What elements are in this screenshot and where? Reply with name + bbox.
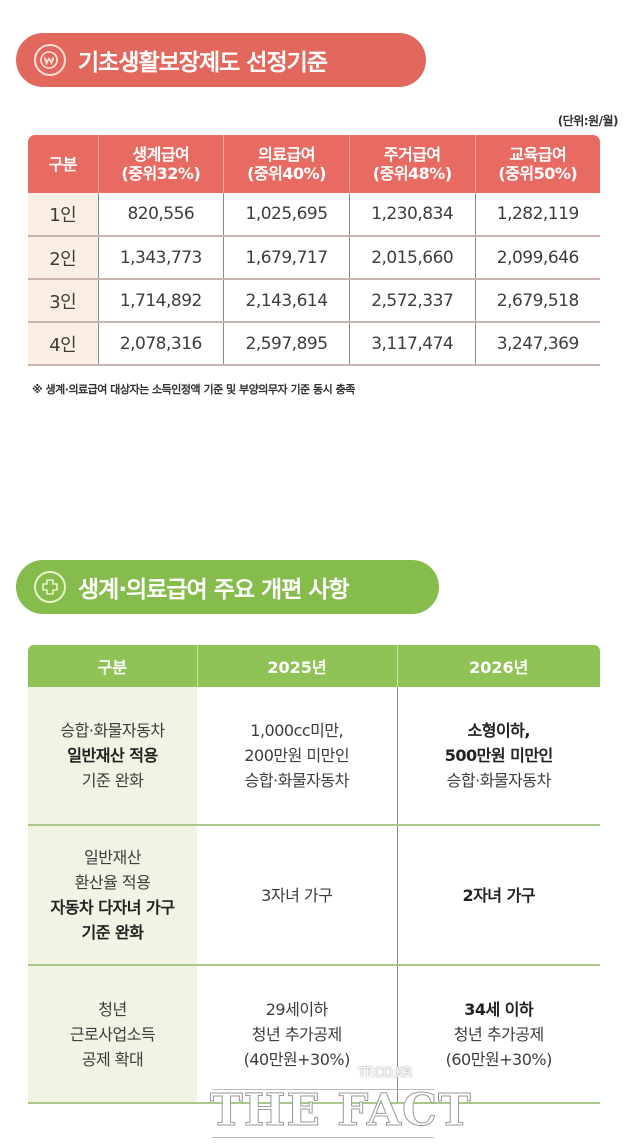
header-category: 구분 — [28, 135, 98, 193]
table-row: 1인 820,556 1,025,695 1,230,834 1,282,119 — [28, 193, 600, 237]
row-label: 2인 — [28, 236, 98, 280]
selection-criteria-table: 구분 생계급여 (중위32%) 의료급여 (중위40%) 주거급여 (중위48%) 교… — [28, 135, 600, 366]
watermark-domain: TF.CO.KR — [358, 1066, 412, 1081]
table-cell: 2,143,614 — [223, 279, 350, 323]
header-living-benefit: 생계급여 (중위32%) — [97, 135, 224, 193]
row-label: 3인 — [28, 279, 98, 323]
row-category: 승합·화물자동차 일반재산 적용 기준 완화 — [28, 687, 197, 826]
table-cell: 1,282,119 — [474, 193, 600, 237]
watermark-rule-bottom — [212, 1137, 434, 1138]
table-cell: 2,572,337 — [348, 279, 476, 323]
table-cell: 1,679,717 — [223, 236, 350, 280]
table-row: 2인 1,343,773 1,679,717 2,015,660 2,099,6… — [28, 236, 600, 280]
table-cell: 2,015,660 — [348, 236, 476, 280]
table-row: 일반재산 환산율 적용 자동차 다자녀 가구 기준 완화 3자녀 가구 2자녀 … — [28, 825, 600, 966]
table-header-row: 구분 생계급여 (중위32%) 의료급여 (중위40%) 주거급여 (중위48%) 교… — [28, 135, 600, 193]
row-label: 4인 — [28, 322, 98, 366]
table-cell: 2,597,895 — [223, 322, 350, 366]
table-cell: 3,247,369 — [474, 322, 600, 366]
table-row: 3인 1,714,892 2,143,614 2,572,337 2,679,5… — [28, 279, 600, 323]
cell-2026: 소형이하, 500만원 미만인 승합·화물자동차 — [396, 687, 600, 826]
row-category: 일반재산 환산율 적용 자동차 다자녀 가구 기준 완화 — [28, 825, 197, 966]
watermark-rule-top — [212, 1089, 434, 1090]
table-row: 승합·화물자동차 일반재산 적용 기준 완화 1,000cc미만, 200만원 … — [28, 687, 600, 826]
header-medical-benefit: 의료급여 (중위40%) — [223, 135, 350, 193]
table-header-row: 구분 2025년 2026년 — [28, 645, 600, 687]
reform-table: 구분 2025년 2026년 승합·화물자동차 일반재산 적용 기준 완화 1,… — [28, 645, 600, 1104]
table-cell: 1,025,695 — [223, 193, 350, 237]
cell-2026: 2자녀 가구 — [396, 825, 600, 966]
section1-title: 기초생활보장제도 선정기준 — [78, 50, 328, 76]
watermark-brand: THE FACT — [210, 1085, 472, 1137]
cell-2025: 29세이하 청년 추가공제 (40만원+30%) — [197, 965, 397, 1104]
section2-title: 생계·의료급여 주요 개편 사항 — [78, 577, 350, 603]
section1-title-pill: 기초생활보장제도 선정기준 — [16, 33, 426, 87]
table-row: 청년 근로사업소득 공제 확대 29세이하 청년 추가공제 (40만원+30%)… — [28, 965, 600, 1104]
cell-2025: 1,000cc미만, 200만원 미만인 승합·화물자동차 — [197, 687, 397, 826]
row-label: 1인 — [28, 193, 98, 237]
cell-2026: 34세 이하 청년 추가공제 (60만원+30%) — [396, 965, 600, 1104]
table-cell: 1,230,834 — [348, 193, 476, 237]
table-cell: 1,714,892 — [97, 279, 224, 323]
footnote: ※ 생계·의료급여 대상자는 소득인정액 기준 및 부양의무자 기준 동시 충족 — [32, 383, 355, 396]
table-cell: 820,556 — [97, 193, 224, 237]
header-2025: 2025년 — [196, 645, 397, 687]
plus-circle-icon — [34, 571, 66, 603]
table-cell: 2,099,646 — [474, 236, 600, 280]
header-category: 구분 — [28, 645, 197, 687]
section2-title-pill: 생계·의료급여 주요 개편 사항 — [16, 560, 439, 614]
table-cell: 2,078,316 — [97, 322, 224, 366]
header-education-benefit: 교육급여 (중위50%) — [474, 135, 600, 193]
table-cell: 1,343,773 — [97, 236, 224, 280]
table-cell: 3,117,474 — [348, 322, 476, 366]
header-2026: 2026년 — [396, 645, 600, 687]
table-row: 4인 2,078,316 2,597,895 3,117,474 3,247,3… — [28, 322, 600, 366]
header-housing-benefit: 주거급여 (중위48%) — [348, 135, 476, 193]
won-coin-icon — [34, 44, 66, 76]
table-cell: 2,679,518 — [474, 279, 600, 323]
unit-label: (단위:원/월) — [557, 114, 619, 128]
cell-2025: 3자녀 가구 — [197, 825, 397, 966]
row-category: 청년 근로사업소득 공제 확대 — [28, 965, 197, 1104]
